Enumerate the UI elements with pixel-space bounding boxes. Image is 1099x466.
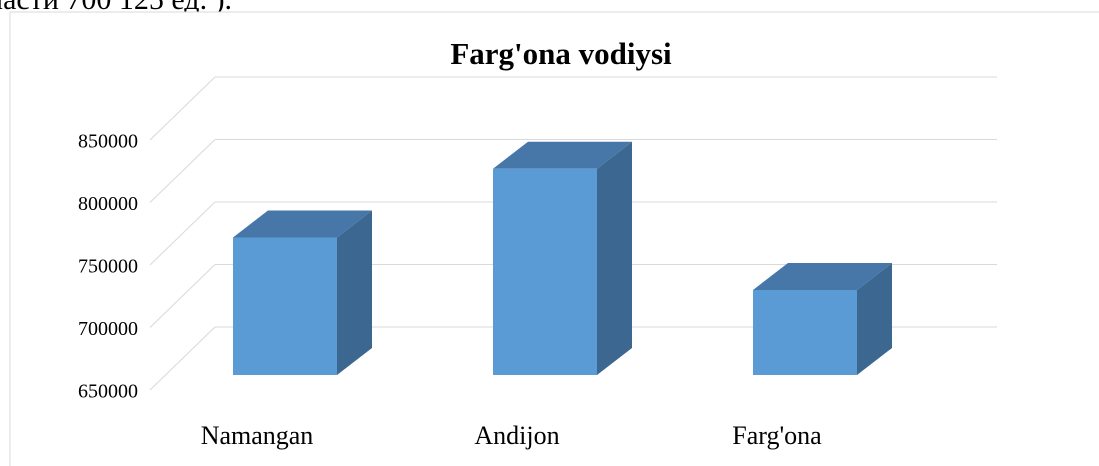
grid-line — [149, 264, 216, 328]
y-tick-label: 750000 — [78, 256, 138, 278]
bar-front — [233, 237, 337, 375]
grid-line — [149, 76, 216, 141]
bar-front — [753, 290, 857, 375]
y-tick-label: 700000 — [78, 318, 138, 340]
bar-side — [597, 141, 632, 375]
x-tick-label: Namangan — [201, 421, 314, 450]
bar-top — [493, 141, 632, 169]
x-tick-label: Andijon — [474, 421, 559, 450]
bar-top — [753, 263, 892, 290]
bar-side — [857, 263, 892, 375]
bar — [493, 141, 632, 375]
y-tick-label: 800000 — [78, 193, 138, 215]
bar — [233, 210, 372, 375]
bar-side — [337, 210, 372, 375]
bar — [753, 263, 892, 375]
y-tick-label: 650000 — [78, 381, 138, 403]
x-tick-label: Farg'ona — [732, 421, 822, 450]
grid-line — [149, 201, 216, 266]
chart-title: Farg'ona vodiysi — [450, 36, 672, 71]
bar-front — [493, 168, 597, 375]
grid-line — [149, 139, 216, 203]
grid-line — [149, 326, 216, 391]
y-tick-label: 850000 — [78, 131, 138, 153]
bar-top — [233, 210, 372, 238]
